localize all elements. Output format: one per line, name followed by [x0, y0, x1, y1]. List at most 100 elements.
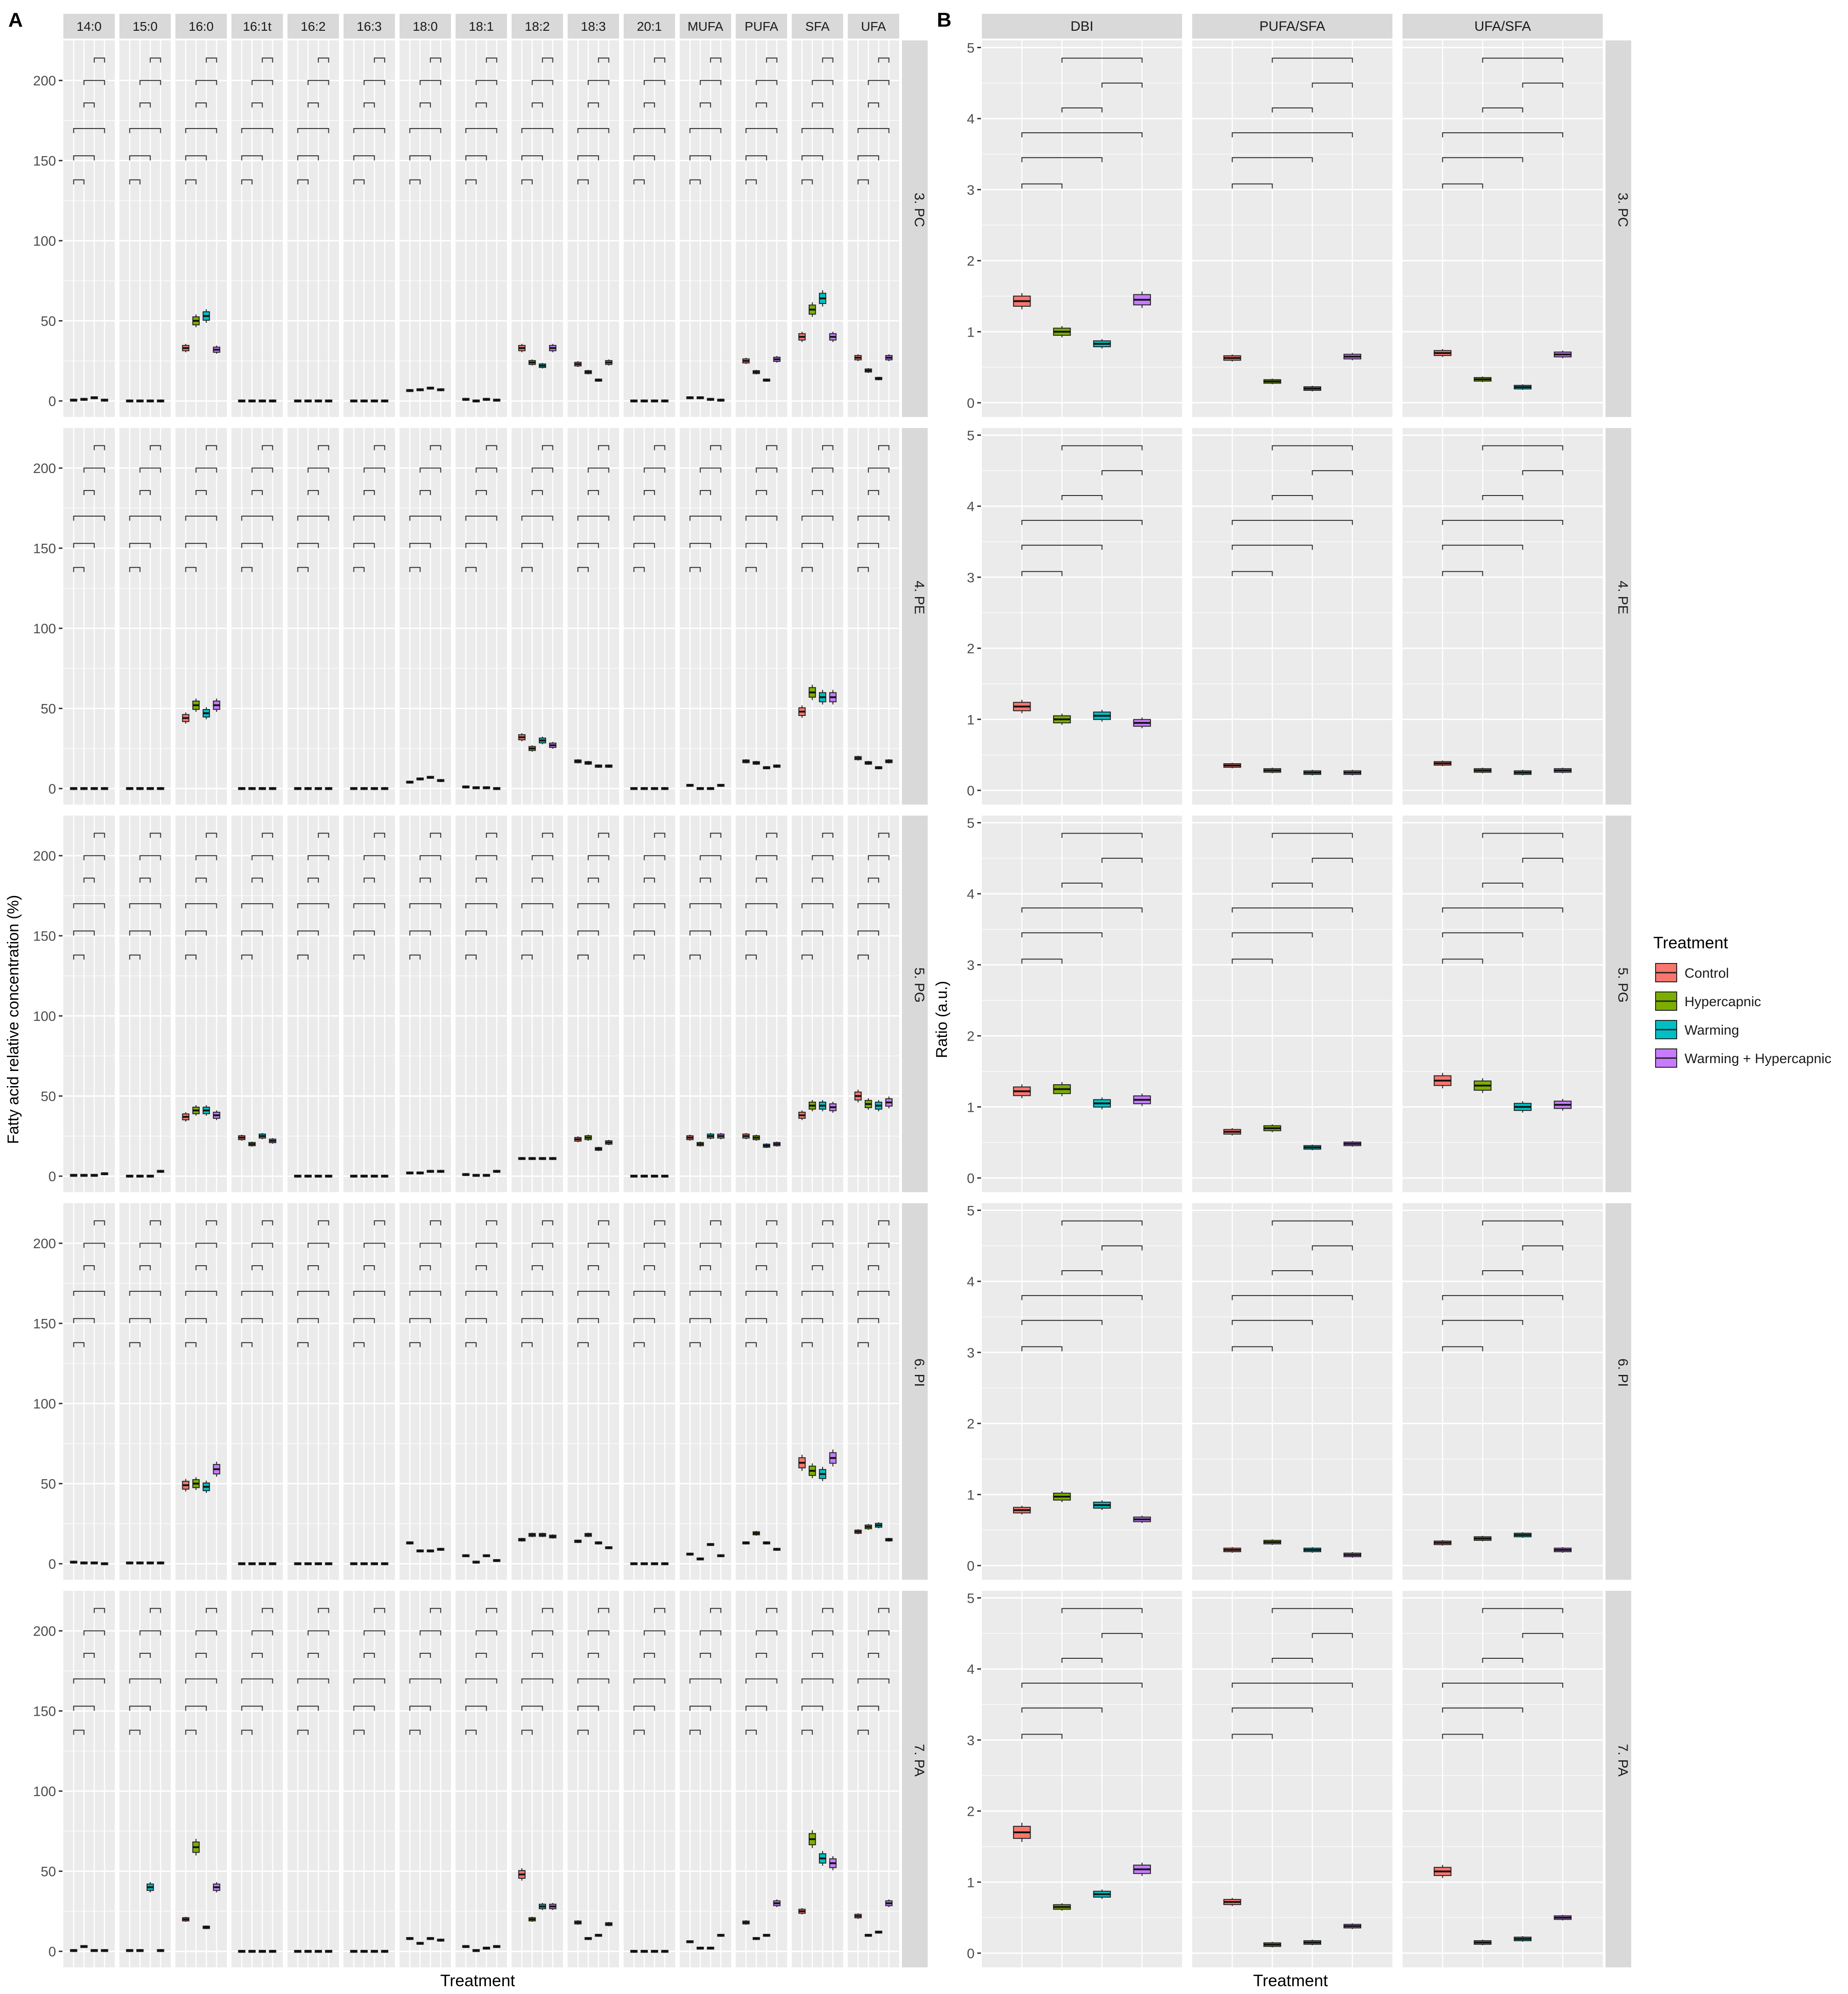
- y-tick-label: 100: [33, 234, 56, 249]
- y-tick-label: 4: [967, 112, 975, 127]
- comparison-bracket: [868, 1630, 890, 1636]
- comparison-bracket: [689, 1342, 701, 1347]
- comparison-bracket: [374, 445, 385, 451]
- comparison-bracket: [689, 179, 701, 185]
- comparison-bracket: [521, 1290, 553, 1296]
- comparison-bracket: [577, 1290, 609, 1296]
- comparison-bracket: [251, 878, 263, 883]
- comparison-bracket: [633, 515, 665, 521]
- comparison-bracket: [857, 1678, 890, 1684]
- strip-14-0-bg: [63, 14, 115, 39]
- comparison-bracket: [857, 1342, 869, 1347]
- comparison-bracket: [129, 930, 151, 936]
- row-strip-label-4-pe: 4. PE: [1615, 580, 1630, 614]
- comparison-bracket: [1021, 1707, 1103, 1713]
- y-tick-label: 2: [967, 254, 975, 269]
- comparison-bracket: [185, 515, 217, 521]
- comparison-bracket: [689, 1678, 721, 1684]
- comparison-bracket: [465, 1729, 477, 1735]
- comparison-bracket: [1442, 1734, 1483, 1739]
- comparison-bracket: [1021, 1734, 1063, 1739]
- comparison-bracket: [206, 57, 217, 63]
- comparison-bracket: [521, 567, 533, 572]
- comparison-bracket: [241, 930, 263, 936]
- comparison-bracket: [1272, 495, 1313, 500]
- y-axis-label-b: Ratio (a.u.): [933, 981, 951, 1058]
- comparison-bracket: [73, 128, 105, 133]
- comparison-bracket: [419, 1630, 441, 1636]
- comparison-bracket: [801, 567, 813, 572]
- comparison-bracket: [868, 102, 879, 108]
- comparison-bracket: [801, 515, 834, 521]
- comparison-bracket: [857, 903, 890, 908]
- facet-4-pe-18-0: [400, 428, 451, 805]
- facet-4-pe-18-3: [568, 428, 619, 805]
- comparison-bracket: [318, 57, 329, 63]
- comparison-bracket: [241, 1729, 253, 1735]
- comparison-bracket: [1061, 445, 1143, 451]
- comparison-bracket: [241, 128, 273, 133]
- comparison-bracket: [430, 1608, 441, 1613]
- y-tick-label: 50: [41, 314, 56, 329]
- strip-label-18-1: 18:1: [469, 19, 494, 34]
- comparison-bracket: [475, 80, 497, 85]
- comparison-bracket: [353, 1706, 375, 1711]
- comparison-bracket: [521, 930, 543, 936]
- comparison-bracket: [745, 903, 778, 908]
- comparison-bracket: [1021, 907, 1143, 913]
- facet-6-pi-ufa-sfa: [1403, 1203, 1603, 1580]
- y-tick-label: 0: [48, 394, 56, 409]
- comparison-bracket: [689, 930, 711, 936]
- facet-7-pa-18-2: [512, 1591, 563, 1967]
- y-axis-label-a: Fatty acid relative concentration (%): [5, 895, 22, 1144]
- comparison-bracket: [577, 543, 599, 548]
- comparison-bracket: [465, 155, 487, 161]
- comparison-bracket: [1442, 520, 1563, 525]
- comparison-bracket: [1442, 571, 1483, 576]
- facet-4-pe-pufa-sfa: [1192, 428, 1392, 805]
- comparison-bracket: [262, 1220, 273, 1226]
- comparison-bracket: [577, 1342, 589, 1347]
- comparison-bracket: [419, 1653, 431, 1658]
- comparison-bracket: [577, 903, 609, 908]
- comparison-bracket: [811, 1243, 834, 1248]
- comparison-bracket: [139, 1265, 151, 1271]
- comparison-bracket: [129, 954, 141, 960]
- facet-3-pc-16-0: [175, 40, 227, 417]
- comparison-bracket: [857, 1318, 879, 1324]
- comparison-bracket: [129, 1290, 161, 1296]
- facet-5-pg-20-1: [624, 816, 675, 1192]
- comparison-bracket: [1482, 57, 1563, 63]
- facet-7-pa-20-1: [624, 1591, 675, 1967]
- comparison-bracket: [353, 515, 385, 521]
- strip-label-dbi: DBI: [1070, 19, 1093, 34]
- comparison-bracket: [654, 833, 665, 838]
- comparison-bracket: [241, 543, 263, 548]
- comparison-bracket: [363, 1630, 385, 1636]
- comparison-bracket: [868, 468, 890, 473]
- comparison-bracket: [654, 445, 665, 451]
- comparison-bracket: [139, 878, 151, 883]
- comparison-bracket: [745, 1342, 757, 1347]
- comparison-bracket: [531, 468, 553, 473]
- comparison-bracket: [129, 515, 161, 521]
- strip-16-0-bg: [175, 14, 227, 39]
- comparison-bracket: [1522, 1245, 1563, 1250]
- facet-7-pa-16-2: [287, 1591, 339, 1967]
- strip-label-16-0: 16:0: [189, 19, 214, 34]
- y-tick-label: 1: [967, 325, 975, 340]
- comparison-bracket: [262, 57, 273, 63]
- comparison-bracket: [150, 57, 161, 63]
- comparison-bracket: [1442, 907, 1563, 913]
- comparison-bracket: [542, 833, 553, 838]
- comparison-bracket: [633, 930, 655, 936]
- comparison-bracket: [353, 567, 365, 572]
- comparison-bracket: [587, 1630, 609, 1636]
- comparison-bracket: [465, 1318, 487, 1324]
- comparison-bracket: [363, 80, 385, 85]
- comparison-bracket: [241, 155, 263, 161]
- comparison-bracket: [857, 930, 879, 936]
- strip-label-18-3: 18:3: [581, 19, 606, 34]
- comparison-bracket: [318, 445, 329, 451]
- y-tick-label: 150: [33, 541, 56, 557]
